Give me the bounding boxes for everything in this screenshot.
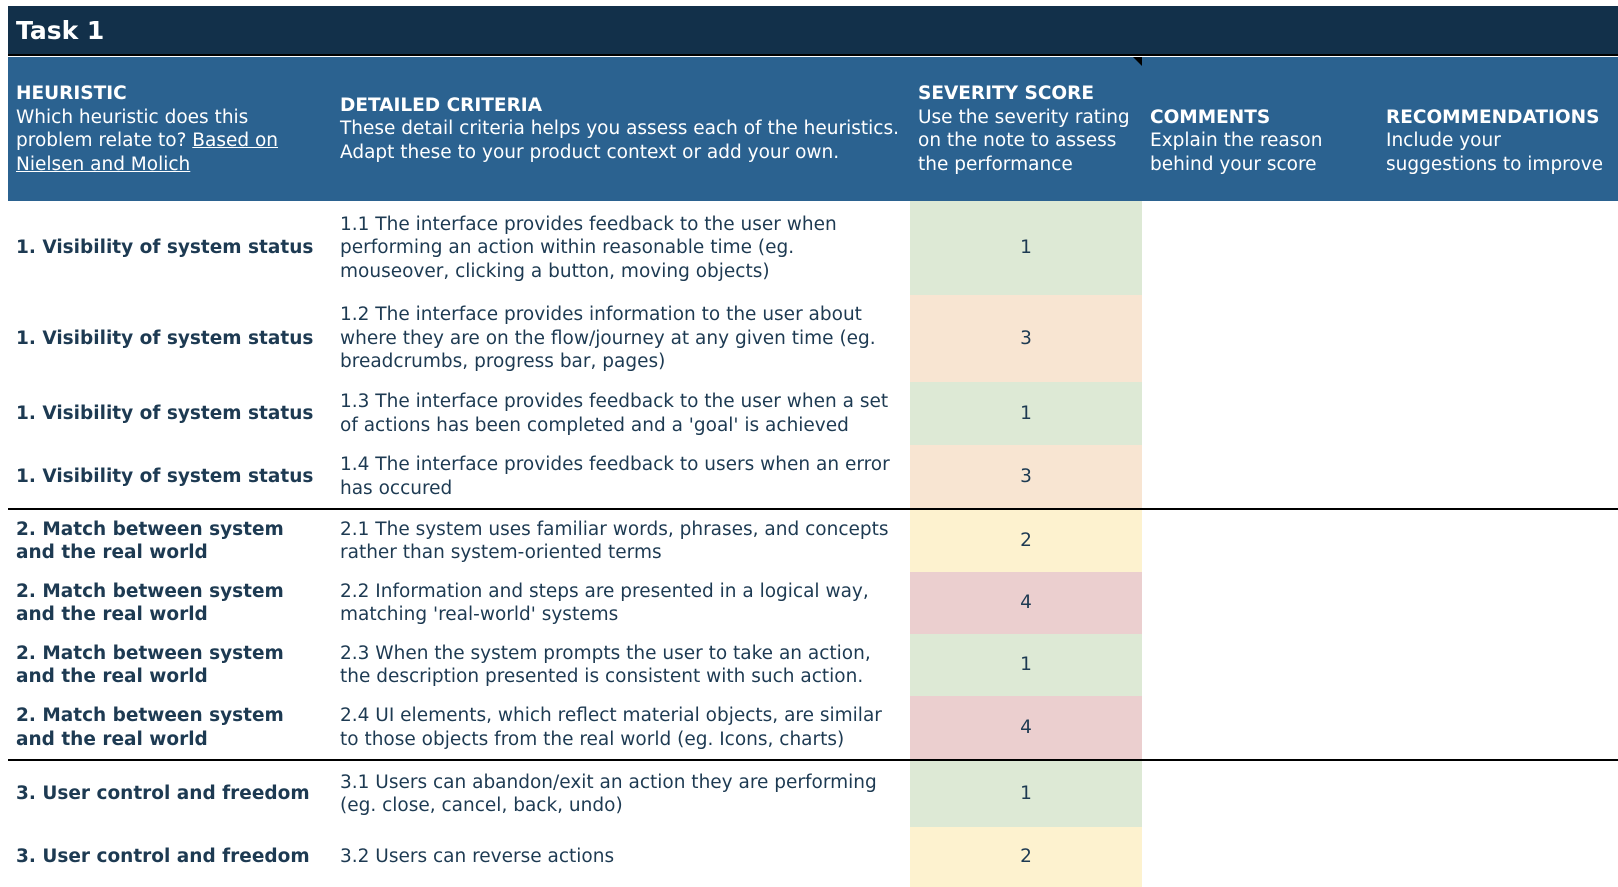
table-row: 1. Visibility of system status 1.1 The in… (8, 201, 1618, 295)
source-link[interactable]: Based on Nielsen and Molich (16, 130, 279, 175)
criteria-cell: 1.2 The interface provides information t… (340, 304, 876, 373)
recommendations-cell[interactable] (1378, 508, 1618, 572)
comments-cell[interactable] (1142, 295, 1378, 382)
severity-cell: 1 (910, 634, 1142, 696)
recommendations-cell[interactable] (1378, 382, 1618, 445)
recommendations-cell[interactable] (1378, 572, 1618, 634)
table-row: 3. User control and freedom 3.2 Users can… (8, 827, 1618, 887)
severity-cell: 1 (910, 759, 1142, 827)
criteria-cell: 1.3 The interface provides feedback to t… (340, 391, 889, 436)
heuristic-cell: 2. Match between system and the real wor… (8, 508, 332, 572)
header-label: HEURISTIC (16, 83, 127, 104)
header-cell: COMMENTS Explain the reason behind your s… (1142, 57, 1378, 201)
recommendations-cell[interactable] (1378, 295, 1618, 382)
criteria-cell: 2.3 When the system prompts the user to … (340, 642, 871, 688)
heuristic-cell: 2. Match between system and the real wor… (16, 705, 284, 750)
note-indicator[interactable] (1133, 57, 1142, 66)
header-text: Use the severity rating on the note to a… (918, 106, 1130, 175)
header-text: These detail criteria helps you assess e… (340, 118, 899, 163)
header-label: SEVERITY SCORE (918, 83, 1095, 104)
recommendations-cell[interactable] (1378, 696, 1618, 760)
header-text: Which heuristic does this problem relate… (16, 106, 249, 152)
table-row: 2. Match between system and the real wor… (8, 508, 1618, 572)
sheet-title: Task 1 (8, 6, 1618, 56)
header-cell: SEVERITY SCORE Use the severity rating on… (910, 57, 1142, 201)
header-label: DETAILED CRITERIA (340, 94, 543, 116)
recommendations-cell[interactable] (1378, 759, 1618, 827)
criteria-cell: 3.1 Users can abandon/exit an action the… (332, 759, 910, 827)
header-text: Include your suggestions to improve (1386, 130, 1604, 175)
criteria-cell: 2.2 Information and steps are presented … (340, 580, 869, 626)
heuristic-cell: 3. User control and freedom (16, 846, 310, 868)
recommendations-cell[interactable] (1378, 827, 1618, 887)
table-header: HEURISTIC Which heuristic does this probl… (8, 57, 1618, 201)
recommendations-cell[interactable] (1378, 445, 1618, 509)
severity-cell: 2 (910, 827, 1142, 887)
comments-cell[interactable] (1142, 445, 1378, 509)
header-row: HEURISTIC Which heuristic does this probl… (8, 57, 1618, 201)
table-body: 1. Visibility of system status 1.1 The in… (8, 201, 1618, 887)
severity-cell: 2 (910, 508, 1142, 572)
page: Task 1 html, body { margin: 0; padding: … (8, 6, 1618, 887)
table-row: 2. Match between system and the real wor… (8, 696, 1618, 760)
table-row: 2. Match between system and the real wor… (8, 572, 1618, 634)
table-row: 3. User control and freedom 3.1 Users can… (8, 759, 1618, 827)
table-row: 1. Visibility of system status 1.3 The in… (8, 382, 1618, 445)
heuristic-cell: 3. User control and freedom (8, 759, 332, 827)
heuristic-table: HEURISTIC Which heuristic does this probl… (8, 57, 1618, 887)
heuristic-cell: 2. Match between system and the real wor… (16, 580, 284, 626)
criteria-cell: 2.4 UI elements, which reflect material … (340, 705, 882, 750)
comments-cell[interactable] (1142, 201, 1378, 295)
spreadsheet: {"title": "Task 1", "header": { "heurist… (8, 6, 1618, 887)
header-label: RECOMMENDATIONS (1386, 106, 1600, 128)
header-cell: DETAILED CRITERIA These detail criteria h… (332, 57, 910, 201)
table-row: 1. Visibility of system status 1.2 The in… (8, 295, 1618, 382)
criteria-cell: 1.1 The interface provides feedback to t… (340, 213, 837, 282)
comments-cell[interactable] (1142, 634, 1378, 696)
severity-cell: 4 (910, 696, 1142, 760)
comments-cell[interactable] (1142, 508, 1378, 572)
header-label: COMMENTS (1150, 106, 1271, 128)
severity-cell: 4 (910, 572, 1142, 634)
criteria-cell: 3.2 Users can reverse actions (340, 846, 615, 868)
comments-cell[interactable] (1142, 696, 1378, 760)
criteria-cell: 1.4 The interface provides feedback to u… (340, 454, 890, 499)
heuristic-cell: 1. Visibility of system status (16, 237, 314, 259)
criteria-cell: 2.1 The system uses familiar words, phra… (332, 508, 910, 572)
table-row: 1. Visibility of system status 1.4 The in… (8, 445, 1618, 509)
heuristic-cell: 1. Visibility of system status (16, 465, 314, 487)
severity-cell: 1 (910, 382, 1142, 445)
comments-cell[interactable] (1142, 759, 1378, 827)
recommendations-cell[interactable] (1378, 634, 1618, 696)
comments-cell[interactable] (1142, 382, 1378, 445)
severity-cell: 3 (910, 295, 1142, 382)
table-row: 2. Match between system and the real wor… (8, 634, 1618, 696)
header-text: Explain the reason behind your score (1150, 130, 1323, 175)
heuristic-cell: 1. Visibility of system status (16, 327, 314, 349)
severity-cell: 1 (910, 201, 1142, 295)
heuristic-cell: 1. Visibility of system status (16, 402, 314, 424)
severity-cell: 3 (910, 445, 1142, 509)
comments-cell[interactable] (1142, 827, 1378, 887)
comments-cell[interactable] (1142, 572, 1378, 634)
header-cell: RECOMMENDATIONS Include your suggestions … (1378, 57, 1618, 201)
header-cell: HEURISTIC Which heuristic does this probl… (8, 57, 332, 201)
heuristic-cell: 2. Match between system and the real wor… (16, 642, 284, 688)
recommendations-cell[interactable] (1378, 201, 1618, 295)
